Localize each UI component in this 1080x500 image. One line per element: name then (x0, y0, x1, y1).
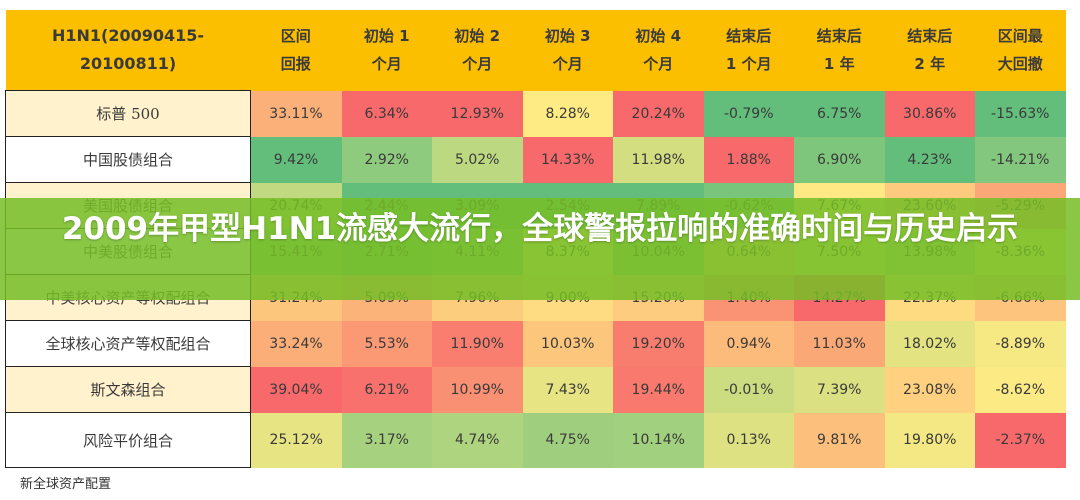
title-banner (0, 198, 1080, 300)
value-cell: 7.39% (794, 366, 885, 413)
portfolio-name: 斯文森组合 (5, 366, 251, 413)
value-cell: 25.12% (250, 412, 342, 468)
value-cell: 33.24% (250, 320, 342, 367)
value-cell: 9.81% (794, 412, 885, 468)
table-row: 中国股债组合 9.42% 2.92% 5.02% 14.33% 11.98% 1.88% 6.… (5, 136, 1066, 183)
column-header: 结束后 1 个月 (703, 10, 794, 91)
column-header: 初始 1 个月 (341, 10, 432, 91)
table-row: 斯文森组合 39.04% 6.21% 10.99% 7.43% 19.44% -0.01% 7… (5, 366, 1066, 413)
column-header: 初始 2 个月 (432, 10, 523, 91)
value-cell: 23.08% (884, 366, 975, 413)
value-cell: 33.11% (250, 90, 342, 137)
value-cell: 2.92% (341, 136, 432, 183)
banner-title: 2009年甲型H1N1流感大流行，全球警报拉响的准确时间与历史启示 (61, 211, 1019, 247)
value-cell: 10.99% (432, 366, 523, 413)
value-cell: 5.02% (432, 136, 523, 183)
portfolio-name: 全球核心资产等权配组合 (5, 320, 251, 367)
value-cell: 11.98% (613, 136, 704, 183)
value-cell: 6.90% (794, 136, 885, 183)
value-cell: 11.90% (432, 320, 523, 367)
column-header: 结束后 1 年 (794, 10, 885, 91)
value-cell: 8.28% (522, 90, 613, 137)
value-cell: 14.33% (522, 136, 613, 183)
value-cell: 6.21% (341, 366, 432, 413)
value-cell: 19.20% (613, 320, 704, 367)
value-cell: 0.13% (703, 412, 794, 468)
value-cell: -2.37% (975, 412, 1066, 468)
value-cell: -14.21% (975, 136, 1066, 183)
value-cell: 10.03% (522, 320, 613, 367)
value-cell: 4.74% (432, 412, 523, 468)
value-cell: 0.94% (703, 320, 794, 367)
value-cell: 6.34% (341, 90, 432, 137)
value-cell: 18.02% (884, 320, 975, 367)
column-header: 区间最 大回撤 (975, 10, 1066, 91)
value-cell: 11.03% (794, 320, 885, 367)
value-cell: 6.75% (794, 90, 885, 137)
value-cell: 30.86% (884, 90, 975, 137)
table-header-row: H1N1(20090415- 20100811) 区间 回报 初始 1 个月 初始 2 个月初… (5, 10, 1066, 91)
table-row: 全球核心资产等权配组合 33.24% 5.53% 11.90% 10.03% 19.20%… (5, 320, 1066, 367)
portfolio-name: 风险平价组合 (5, 412, 251, 468)
column-header: 区间 回报 (250, 10, 342, 91)
value-cell: 3.17% (341, 412, 432, 468)
value-cell: -8.89% (975, 320, 1066, 367)
table-row: 风险平价组合 25.12% 3.17% 4.74% 4.75% 10.14% 0.13% 9.… (5, 412, 1066, 468)
value-cell: -0.01% (703, 366, 794, 413)
value-cell: 7.43% (522, 366, 613, 413)
value-cell: 9.42% (250, 136, 342, 183)
column-header: 初始 4 个月 (613, 10, 704, 91)
value-cell: 10.14% (613, 412, 704, 468)
value-cell: 19.80% (884, 412, 975, 468)
value-cell: 20.24% (613, 90, 704, 137)
value-cell: 4.75% (522, 412, 613, 468)
source-footnote: 新全球资产配置 (20, 477, 112, 492)
value-cell: -8.62% (975, 366, 1066, 413)
value-cell: 12.93% (432, 90, 523, 137)
value-cell: 5.53% (341, 320, 432, 367)
value-cell: 39.04% (250, 366, 342, 413)
value-cell: -15.63% (975, 90, 1066, 137)
value-cell: 1.88% (703, 136, 794, 183)
portfolio-name: 标普 500 (5, 90, 251, 137)
value-cell: 4.23% (884, 136, 975, 183)
column-header: 结束后 2 年 (884, 10, 975, 91)
table-row: 标普 500 33.11% 6.34% 12.93% 8.28% 20.24% -0.79%… (5, 90, 1066, 137)
value-cell: -0.79% (703, 90, 794, 137)
portfolio-name: 中国股债组合 (5, 136, 251, 183)
column-header: 初始 3 个月 (522, 10, 613, 91)
header-period: H1N1(20090415- 20100811) (5, 10, 251, 91)
value-cell: 19.44% (613, 366, 704, 413)
